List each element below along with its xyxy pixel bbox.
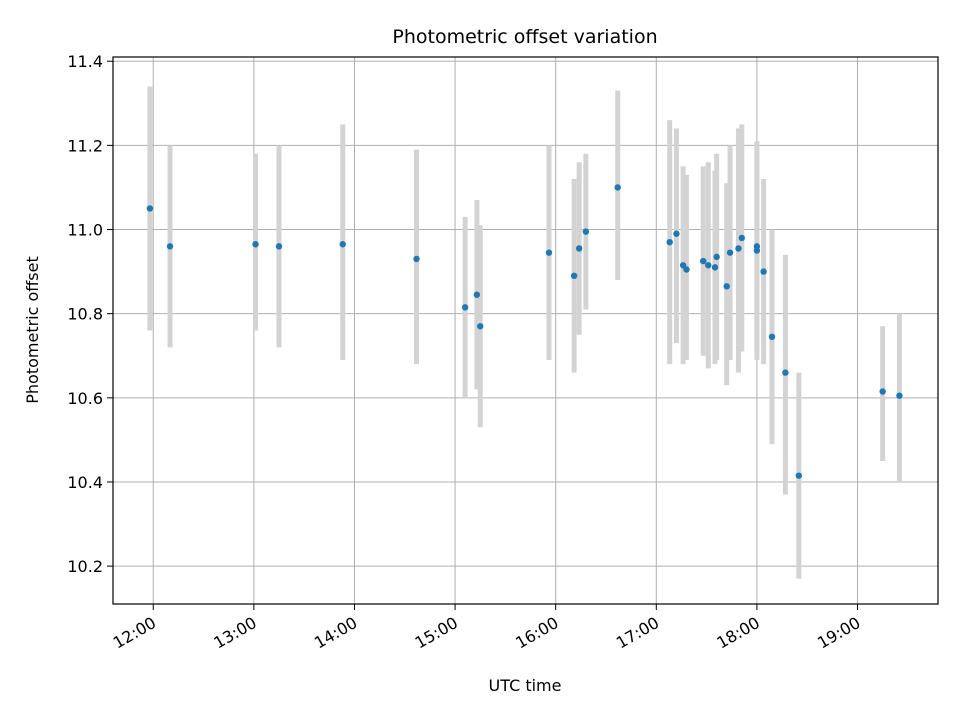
data-point bbox=[614, 184, 621, 191]
data-point bbox=[461, 304, 469, 311]
data-point bbox=[782, 369, 789, 376]
data-point bbox=[477, 323, 484, 330]
data-point bbox=[723, 283, 730, 290]
data-point bbox=[570, 272, 578, 279]
y-tick-label: 11.4 bbox=[67, 52, 103, 71]
chart-title: Photometric offset variation bbox=[392, 26, 657, 48]
data-point bbox=[252, 241, 259, 248]
y-tick-label: 10.6 bbox=[67, 389, 103, 408]
data-point bbox=[768, 333, 776, 341]
data-point bbox=[339, 241, 346, 248]
y-tick-label: 10.4 bbox=[67, 473, 103, 492]
data-point bbox=[713, 253, 720, 261]
data-point bbox=[666, 238, 673, 246]
data-point bbox=[879, 388, 886, 395]
data-point bbox=[146, 205, 154, 212]
y-axis-ticks: 10.2 10.4 10.6 10.8 11.0 11.2 11.4 bbox=[67, 52, 113, 576]
y-tick-label: 10.2 bbox=[67, 557, 103, 576]
data-point bbox=[700, 257, 707, 265]
data-point bbox=[275, 243, 283, 250]
data-points bbox=[146, 184, 903, 479]
data-point bbox=[760, 268, 767, 275]
data-point bbox=[705, 262, 712, 269]
data-point bbox=[753, 243, 761, 250]
data-point bbox=[473, 291, 481, 298]
data-point bbox=[582, 228, 590, 235]
data-point bbox=[738, 234, 746, 242]
y-axis-label: Photometric offset bbox=[23, 256, 42, 404]
y-tick-label: 11.2 bbox=[67, 136, 103, 155]
y-tick-label: 11.0 bbox=[67, 221, 103, 240]
data-point bbox=[683, 266, 690, 273]
y-tick-label: 10.8 bbox=[67, 305, 103, 324]
data-point bbox=[711, 264, 719, 271]
data-point bbox=[575, 245, 583, 252]
data-point bbox=[896, 392, 903, 399]
data-point bbox=[795, 472, 803, 479]
data-point bbox=[413, 255, 420, 263]
data-point bbox=[166, 243, 174, 250]
x-axis-label: UTC time bbox=[489, 676, 562, 695]
data-point bbox=[673, 230, 680, 237]
data-point bbox=[735, 245, 742, 252]
data-point bbox=[545, 249, 553, 256]
plot-frame bbox=[112, 56, 939, 605]
data-point bbox=[726, 249, 734, 256]
